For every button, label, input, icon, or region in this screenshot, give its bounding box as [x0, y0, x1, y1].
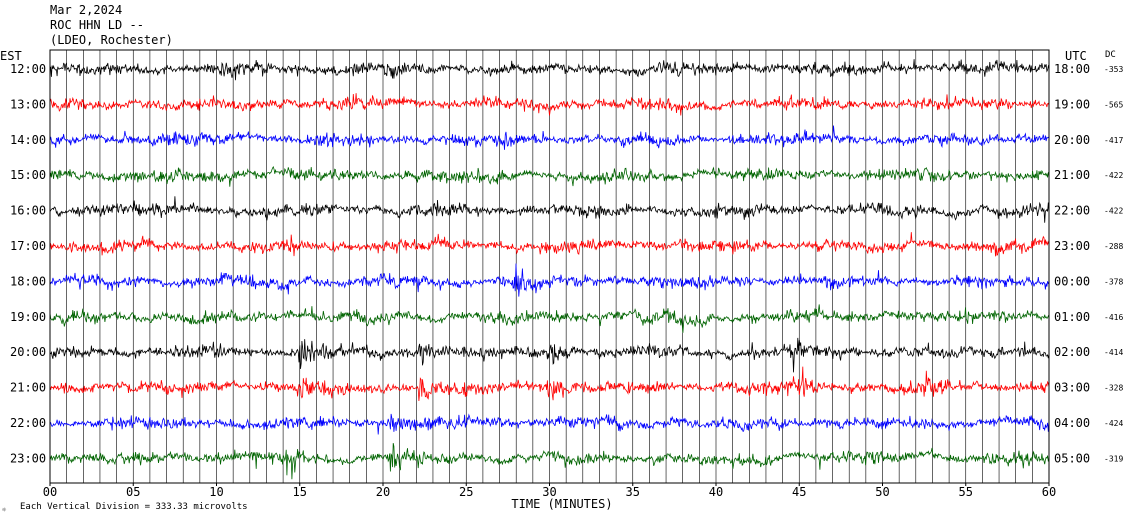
utc-hour-labels: 18:00 19:00 20:00 21:00 22:00 23:00 00:00 01:00… — [1054, 62, 1090, 465]
x-tick-label: 30 — [542, 485, 556, 499]
dc-label: DC — [1105, 50, 1116, 60]
utc-hour-label: 02:00 — [1054, 345, 1090, 359]
utc-hour-label: 22:00 — [1054, 204, 1090, 218]
trace-line — [49, 366, 1050, 402]
utc-hour-label: 21:00 — [1054, 168, 1090, 182]
est-hour-label: 23:00 — [10, 451, 46, 465]
est-hour-labels: 12:00 13:00 14:00 15:00 16:00 17:00 18:00 19:00… — [10, 62, 46, 465]
utc-hour-label: 23:00 — [1054, 239, 1090, 253]
est-hour-label: 16:00 — [10, 204, 46, 218]
x-tick-label: 35 — [626, 485, 640, 499]
utc-hour-label: 18:00 — [1054, 62, 1090, 76]
est-hour-label: 19:00 — [10, 310, 46, 324]
trace-line — [49, 304, 1050, 333]
x-tick-label: 40 — [709, 485, 723, 499]
dc-offset-value: -378 — [1104, 277, 1123, 286]
dc-offset-value: -416 — [1104, 313, 1123, 322]
dc-offset-value: -319 — [1104, 454, 1123, 463]
dc-offset-value: -417 — [1104, 136, 1123, 145]
x-tick-label: 20 — [376, 485, 390, 499]
trace-line — [49, 232, 1050, 257]
utc-axis-label: UTC — [1065, 49, 1087, 63]
est-hour-label: 22:00 — [10, 416, 46, 430]
est-hour-label: 15:00 — [10, 168, 46, 182]
trace-line — [49, 93, 1050, 116]
est-hour-label: 21:00 — [10, 381, 46, 395]
x-tick-label: 55 — [959, 485, 973, 499]
utc-hour-label: 00:00 — [1054, 274, 1090, 288]
x-tick-label: 50 — [875, 485, 889, 499]
x-tick-label: 15 — [293, 485, 307, 499]
trace-line — [49, 413, 1050, 435]
trace-line — [49, 196, 1050, 223]
vertical-gridlines — [66, 50, 1033, 483]
x-tick-label: 05 — [126, 485, 140, 499]
dc-offset-value: -353 — [1104, 65, 1123, 74]
header-station: ROC HHN LD -- — [50, 18, 144, 32]
est-hour-label: 14:00 — [10, 133, 46, 147]
x-tick-label: 00 — [43, 485, 57, 499]
est-axis-label: EST — [0, 49, 22, 63]
trace-line — [49, 337, 1050, 373]
scale-note: Each Vertical Division = 333.33 microvol… — [20, 502, 248, 512]
seismic-traces — [49, 59, 1050, 480]
dc-offset-value: -565 — [1104, 100, 1123, 109]
x-axis-ticks: 00 05 10 15 20 25 30 35 40 45 50 55 60 — [43, 483, 1056, 499]
header-network: (LDEO, Rochester) — [50, 33, 173, 47]
x-tick-label: 60 — [1042, 485, 1056, 499]
utc-hour-label: 04:00 — [1054, 416, 1090, 430]
dc-offset-value: -422 — [1104, 207, 1123, 216]
est-hour-label: 13:00 — [10, 97, 46, 111]
header-date: Mar 2,2024 — [50, 3, 122, 17]
dc-offset-value: -328 — [1104, 384, 1123, 393]
x-tick-label: 45 — [792, 485, 806, 499]
dc-offset-values: -353 -565 -417 -422 -422 -288 -378 -416 -414 -328… — [1104, 65, 1123, 463]
utc-hour-label: 01:00 — [1054, 310, 1090, 324]
utc-hour-label: 20:00 — [1054, 133, 1090, 147]
footer-mark: ☼ — [2, 506, 7, 514]
trace-line — [49, 166, 1050, 187]
est-hour-label: 17:00 — [10, 239, 46, 253]
trace-line — [49, 125, 1050, 150]
trace-line — [49, 263, 1050, 297]
est-hour-label: 18:00 — [10, 274, 46, 288]
dc-offset-value: -422 — [1104, 171, 1123, 180]
est-hour-label: 20:00 — [10, 345, 46, 359]
dc-offset-value: -414 — [1104, 348, 1123, 357]
x-tick-label: 10 — [209, 485, 223, 499]
x-axis-title: TIME (MINUTES) — [511, 497, 612, 511]
x-tick-label: 25 — [459, 485, 473, 499]
dc-offset-value: -288 — [1104, 242, 1123, 251]
utc-hour-label: 05:00 — [1054, 451, 1090, 465]
utc-hour-label: 19:00 — [1054, 97, 1090, 111]
trace-line — [49, 59, 1050, 81]
trace-line — [49, 443, 1050, 480]
utc-hour-label: 03:00 — [1054, 381, 1090, 395]
dc-offset-value: -424 — [1104, 419, 1123, 428]
est-hour-label: 12:00 — [10, 62, 46, 76]
